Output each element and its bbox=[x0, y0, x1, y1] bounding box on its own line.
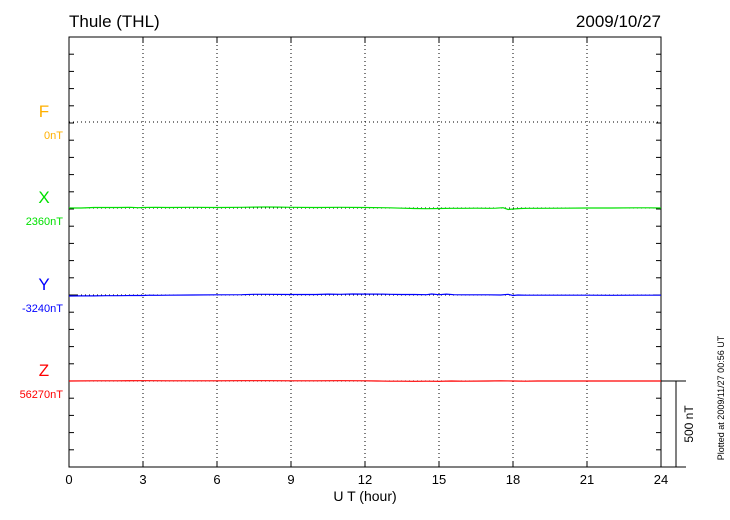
x-tick-label: 0 bbox=[65, 472, 72, 487]
plot-frame bbox=[68, 36, 662, 468]
chart-date: 2009/10/27 bbox=[576, 12, 661, 31]
chart-title: Thule (THL) bbox=[69, 12, 160, 31]
series-label-z: Z bbox=[39, 361, 49, 380]
traces bbox=[68, 206, 662, 382]
x-tick-label: 6 bbox=[213, 472, 220, 487]
axes: 0 3 6 9 12 15 18 21 24 F 0nT X 2360nT Y -3240nT Z 56270n… bbox=[20, 36, 686, 487]
trace-z bbox=[68, 380, 661, 382]
x-tick-label: 24 bbox=[654, 472, 668, 487]
scale-bar-label: 500 nT bbox=[682, 405, 696, 443]
series-label-x: X bbox=[38, 188, 49, 207]
x-tick-label: 9 bbox=[287, 472, 294, 487]
x-tick-label: 15 bbox=[432, 472, 446, 487]
trace-y bbox=[68, 293, 661, 297]
series-label-f: F bbox=[39, 102, 49, 121]
series-baseline-x: 2360nT bbox=[26, 216, 64, 228]
series-baseline-y: -3240nT bbox=[22, 303, 63, 315]
x-tick-label: 18 bbox=[506, 472, 520, 487]
x-tick-label: 12 bbox=[358, 472, 372, 487]
x-axis-label: U T (hour) bbox=[333, 488, 396, 504]
series-baseline-z: 56270nT bbox=[20, 389, 64, 401]
x-tick-label: 21 bbox=[580, 472, 594, 487]
plotted-note: Plotted at 2009/11/27 00:56 UT bbox=[716, 335, 726, 460]
series-baseline-f: 0nT bbox=[44, 130, 63, 142]
series-label-y: Y bbox=[38, 275, 49, 294]
x-tick-label: 3 bbox=[139, 472, 146, 487]
grid bbox=[69, 37, 661, 467]
trace-x bbox=[69, 206, 662, 211]
